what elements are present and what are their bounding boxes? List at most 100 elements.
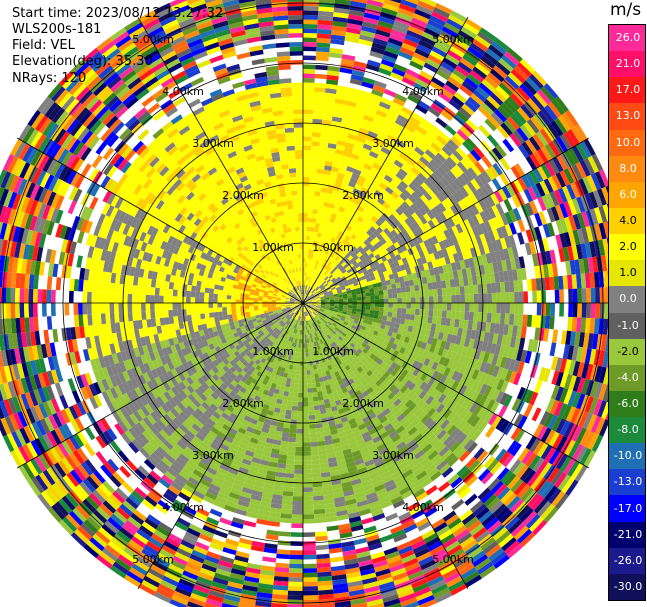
velocity-gate	[544, 104, 558, 121]
velocity-gate	[148, 536, 164, 549]
velocity-gate	[565, 260, 572, 276]
velocity-gate	[194, 511, 208, 521]
velocity-gate	[383, 598, 401, 607]
velocity-gate	[467, 320, 474, 330]
velocity-gate	[310, 378, 316, 384]
velocity-gate	[473, 146, 485, 159]
velocity-gate	[345, 567, 361, 575]
velocity-gate	[402, 38, 419, 49]
velocity-gate	[381, 419, 391, 428]
velocity-gate	[381, 212, 389, 221]
velocity-gate	[429, 50, 445, 62]
velocity-gate	[429, 268, 436, 276]
velocity-gate	[384, 186, 394, 195]
velocity-gate	[392, 303, 398, 308]
velocity-gate	[309, 309, 314, 313]
velocity-gate	[335, 286, 341, 291]
velocity-gate	[317, 209, 323, 215]
velocity-gate	[337, 292, 343, 296]
velocity-gate	[483, 232, 492, 244]
velocity-gate	[418, 206, 427, 216]
velocity-gate	[401, 490, 414, 500]
velocity-gate	[485, 425, 496, 438]
velocity-gate	[447, 455, 459, 467]
velocity-gate	[338, 206, 346, 213]
velocity-gate	[306, 285, 309, 291]
velocity-gate	[248, 422, 257, 430]
velocity-gate	[357, 354, 364, 361]
velocity-gate	[285, 468, 295, 474]
velocity-gate	[421, 443, 433, 454]
velocity-gate	[506, 440, 519, 454]
velocity-gate	[442, 264, 449, 274]
velocity-gate	[332, 578, 348, 585]
velocity-gate	[347, 303, 353, 306]
velocity-gate	[273, 439, 282, 446]
velocity-gate	[392, 327, 399, 334]
velocity-gate	[432, 155, 444, 167]
velocity-gate	[542, 237, 550, 252]
velocity-gate	[331, 242, 337, 249]
velocity-gate	[394, 234, 402, 242]
velocity-gate	[459, 468, 472, 481]
velocity-gate	[438, 356, 446, 366]
velocity-gate	[376, 134, 387, 143]
velocity-gate	[305, 258, 308, 263]
velocity-gate	[288, 331, 292, 337]
velocity-gate	[370, 551, 386, 560]
velocity-gate	[313, 499, 325, 506]
velocity-gate	[445, 514, 460, 526]
velocity-gate	[401, 297, 407, 303]
velocity-gate	[314, 336, 318, 342]
velocity-gate	[391, 571, 408, 582]
velocity-gate	[433, 413, 443, 424]
velocity-gate	[379, 337, 386, 344]
velocity-gate	[290, 327, 294, 333]
velocity-gate	[363, 366, 370, 374]
velocity-gate	[337, 431, 347, 438]
velocity-gate	[530, 95, 545, 111]
velocity-gate	[296, 415, 303, 420]
velocity-gate	[306, 235, 311, 241]
velocity-gate	[245, 411, 254, 419]
velocity-gate	[414, 175, 424, 186]
velocity-gate	[348, 281, 354, 286]
velocity-gate	[336, 196, 344, 203]
velocity-gate	[347, 87, 361, 95]
velocity-gate	[325, 324, 330, 329]
velocity-gate	[362, 76, 376, 85]
velocity-gate	[420, 559, 436, 571]
velocity-gate	[401, 519, 416, 530]
velocity-gate	[335, 325, 341, 330]
velocity-gate	[310, 347, 314, 352]
velocity-gate	[219, 555, 235, 564]
velocity-gate	[244, 575, 260, 584]
velocity-gate	[354, 458, 365, 466]
velocity-gate	[276, 345, 281, 352]
velocity-gate	[537, 501, 552, 517]
velocity-gate	[429, 330, 436, 338]
velocity-gate	[353, 271, 360, 277]
velocity-gate	[349, 520, 363, 528]
velocity-gate	[485, 342, 493, 354]
velocity-gate	[351, 310, 357, 315]
velocity-gate	[420, 402, 429, 412]
velocity-gate	[174, 551, 190, 562]
velocity-gate	[400, 597, 418, 607]
velocity-gate	[329, 283, 335, 288]
velocity-gate	[499, 356, 508, 369]
velocity-gate	[518, 291, 524, 303]
velocity-gate	[339, 273, 345, 279]
velocity-gate	[332, 391, 339, 398]
velocity-gate	[307, 329, 310, 335]
velocity-gate	[353, 487, 365, 495]
velocity-gate	[306, 365, 311, 371]
velocity-gate	[462, 355, 470, 366]
velocity-gate	[467, 367, 476, 379]
velocity-gate	[429, 470, 442, 482]
velocity-gate	[317, 260, 322, 267]
velocity-gate	[429, 579, 447, 591]
velocity-gate	[242, 434, 252, 442]
velocity-gate	[330, 565, 346, 572]
velocity-gate	[314, 331, 318, 337]
